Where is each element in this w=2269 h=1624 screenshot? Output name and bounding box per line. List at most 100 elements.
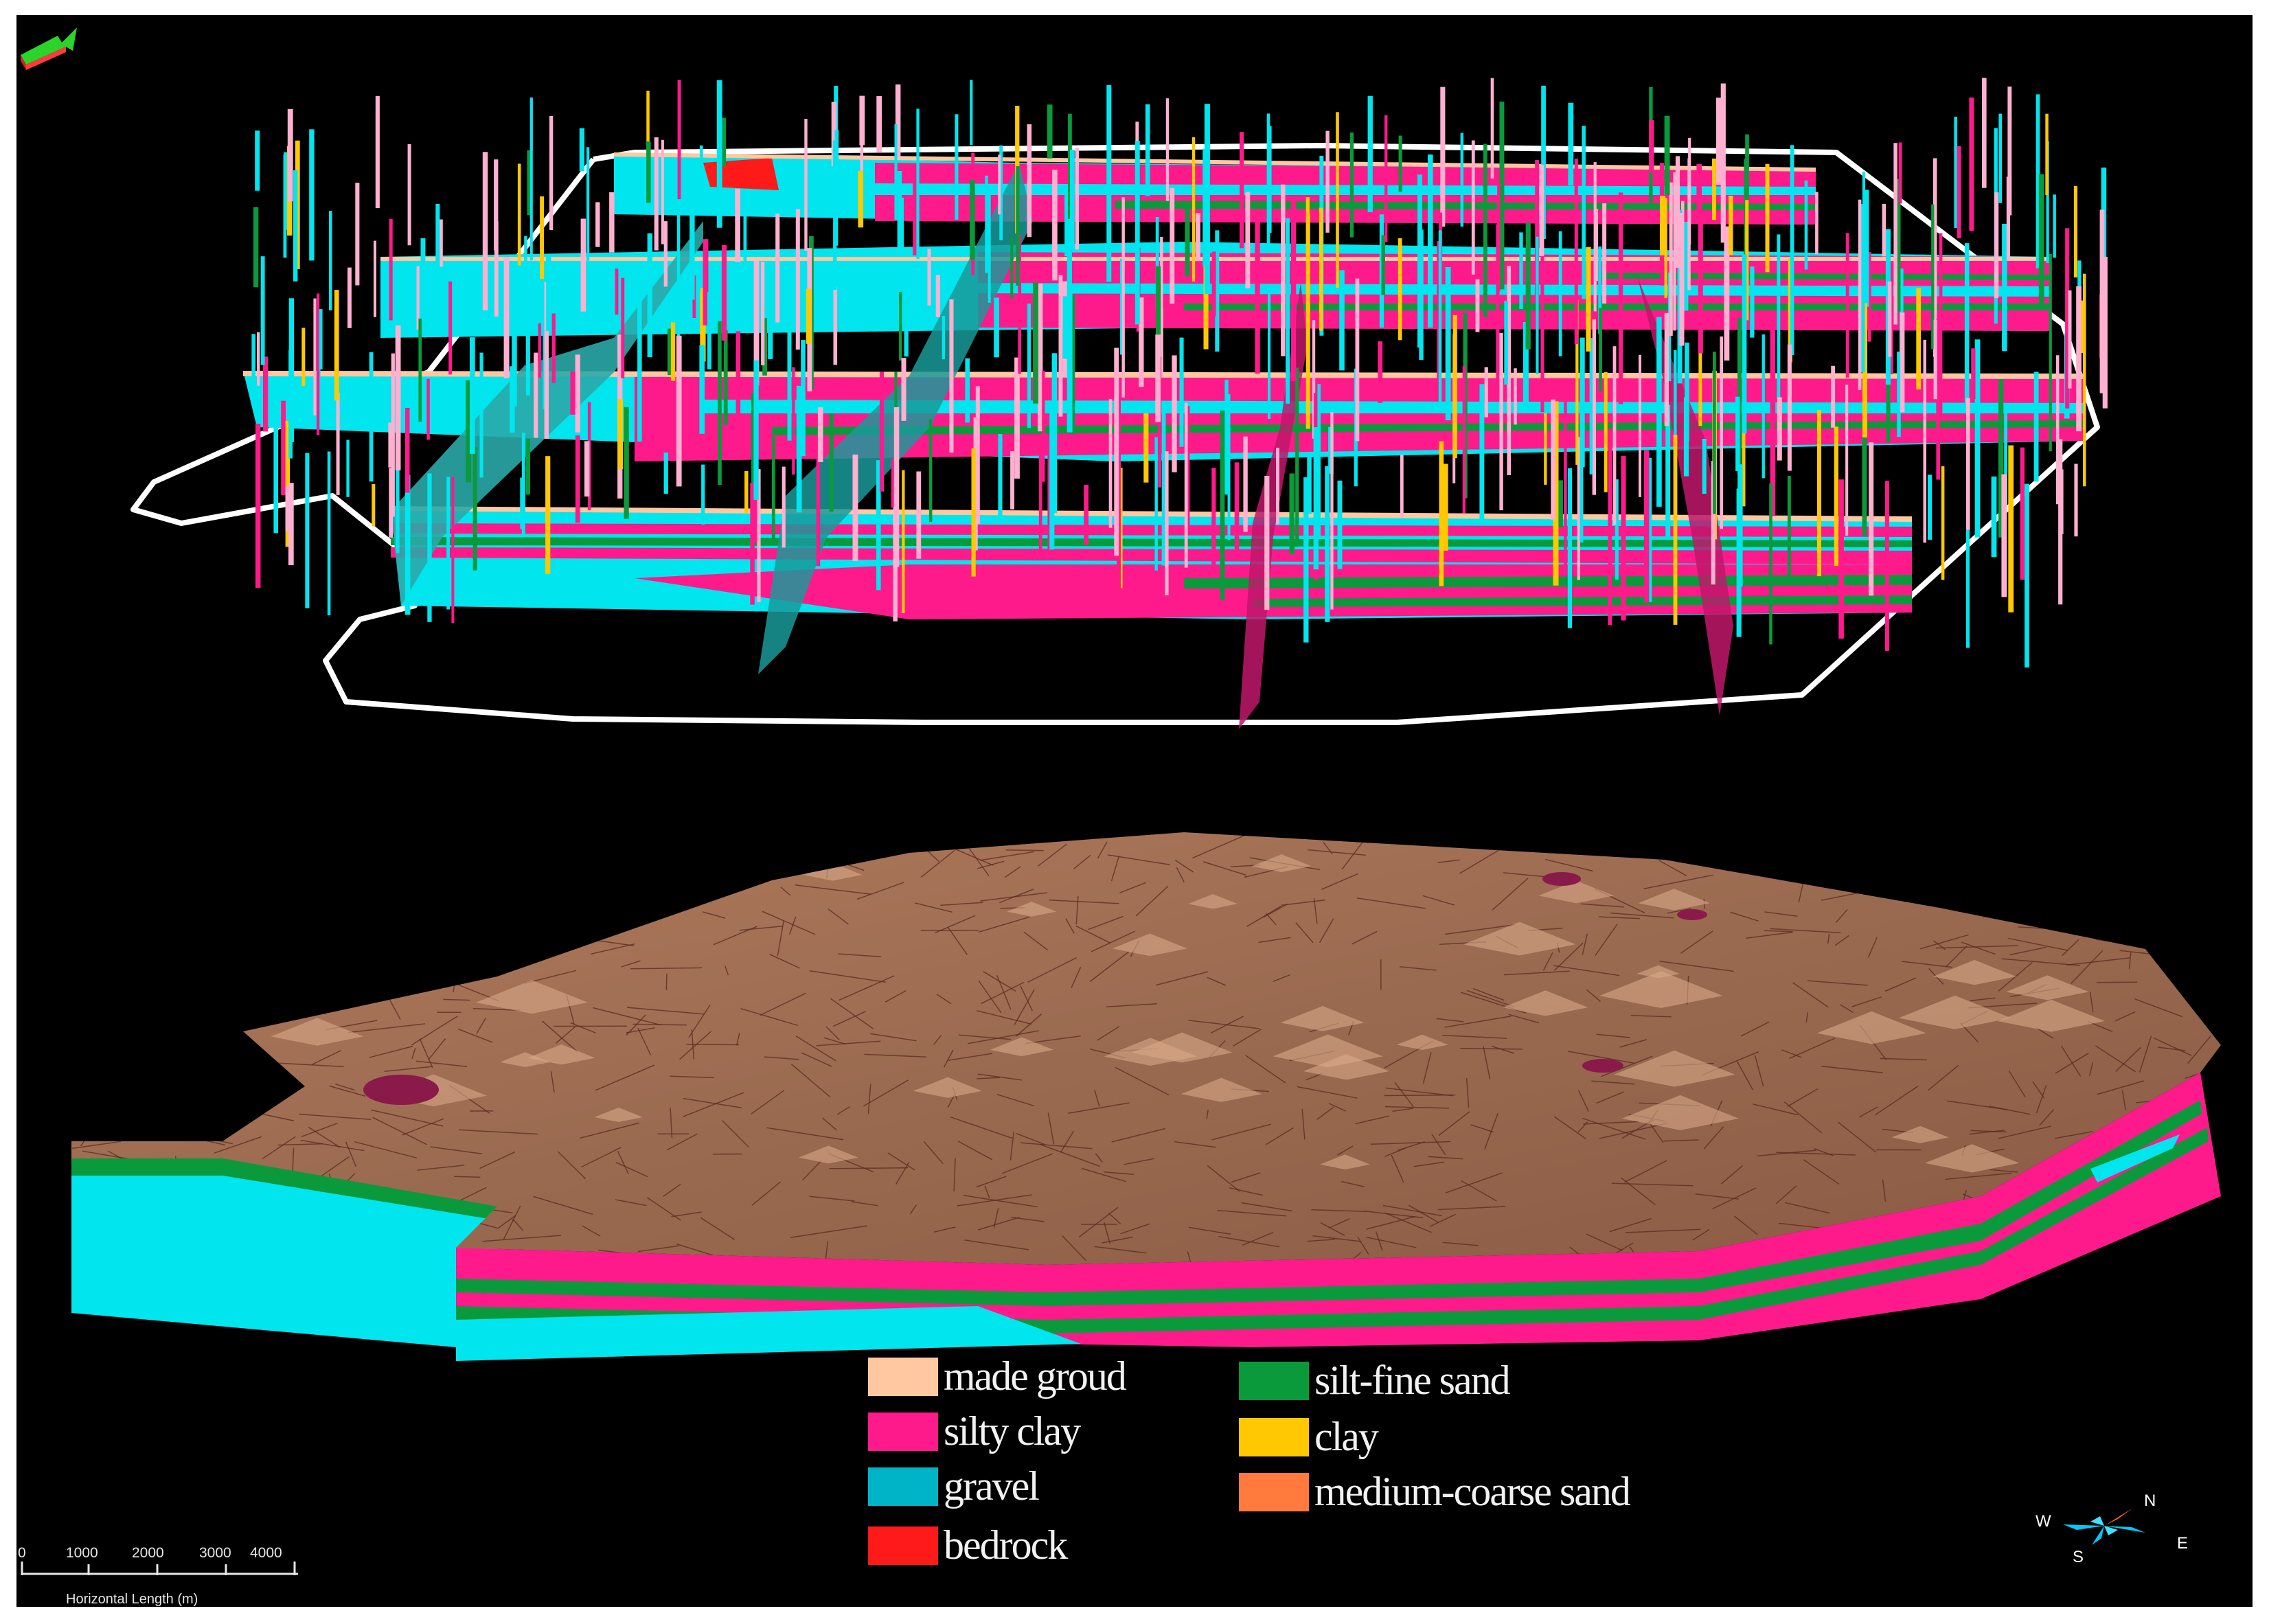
- mesh-edge: [2089, 992, 2094, 1012]
- mesh-edge: [247, 875, 285, 889]
- axis-arrow-icon[interactable]: [21, 27, 77, 70]
- terrain-hill: [1112, 933, 1188, 957]
- mesh-edge: [1065, 918, 1075, 934]
- mesh-edge: [2115, 1047, 2141, 1072]
- mesh-edge: [1643, 874, 1714, 890]
- terrain-hill: [500, 1052, 551, 1068]
- borehole-column: [479, 352, 483, 478]
- borehole-column: [1865, 190, 1869, 307]
- borehole-column: [1541, 85, 1546, 240]
- scale-bar-ruler: [21, 1562, 298, 1575]
- scale-bar: 0 1000 2000 3000 4000 Horizontal Length …: [16, 1533, 312, 1607]
- borehole-column: [1049, 402, 1055, 550]
- borehole-column: [1887, 282, 1892, 357]
- mesh-edge: [1321, 873, 1358, 890]
- mesh-edge: [1805, 1012, 1809, 1022]
- mesh-edge: [238, 894, 245, 906]
- borehole-column: [1665, 404, 1671, 538]
- mesh-edge: [979, 851, 1035, 861]
- mesh-edge: [1242, 1231, 1274, 1246]
- mesh-edge: [627, 1007, 705, 1015]
- mesh-edge: [479, 1151, 516, 1169]
- borehole-column: [1211, 251, 1216, 317]
- mesh-edge: [430, 939, 511, 948]
- borehole-column: [1761, 334, 1765, 479]
- mesh-edge: [1016, 1132, 1045, 1145]
- mesh-edge: [977, 1216, 1020, 1231]
- mesh-edge: [1010, 1131, 1014, 1160]
- borehole-column: [1998, 113, 2002, 203]
- borehole-column: [768, 264, 773, 359]
- mesh-edge: [828, 908, 849, 925]
- study-area-boundary: [130, 143, 2100, 725]
- mesh-edge: [82, 1057, 93, 1075]
- mesh-edge: [724, 965, 729, 976]
- borehole-column: [1736, 488, 1742, 637]
- mesh-edge: [1859, 1106, 1878, 1118]
- borehole-column: [1685, 342, 1689, 442]
- borehole-column: [416, 266, 420, 330]
- borehole-column: [1245, 192, 1251, 288]
- mesh-edge: [2097, 1253, 2167, 1265]
- borehole-column: [288, 483, 294, 566]
- mesh-edge: [823, 1037, 846, 1045]
- borehole-column: [753, 260, 760, 386]
- borehole-column: [1580, 370, 1584, 542]
- borehole-column: [1519, 232, 1523, 309]
- mesh-edge: [428, 1038, 446, 1060]
- mesh-edge: [1961, 941, 1996, 955]
- mesh-edge: [964, 1239, 1029, 1250]
- fence-diagram: [130, 78, 2108, 729]
- borehole-column: [2068, 290, 2072, 389]
- mesh-edge: [324, 835, 365, 854]
- mesh-edge: [667, 1133, 698, 1151]
- borehole-column: [510, 366, 515, 433]
- mesh-edge: [1038, 843, 1067, 867]
- mesh-edge: [1596, 1033, 1630, 1038]
- mesh-edge: [301, 1122, 338, 1138]
- borehole-column: [1621, 455, 1626, 621]
- mesh-edge: [87, 1111, 106, 1124]
- borehole-column: [313, 298, 317, 415]
- model-viewport[interactable]: made groud silty clay gravel bedrock sil…: [16, 15, 2253, 1607]
- mesh-edge: [2009, 946, 2046, 956]
- mesh-edge: [950, 1117, 1013, 1139]
- borehole-column: [260, 256, 265, 365]
- borehole-column: [2008, 445, 2014, 613]
- mesh-edge: [665, 973, 668, 991]
- terrain-hill: [594, 1107, 643, 1123]
- mesh-edge: [1882, 1179, 1886, 1202]
- mesh-edge: [1710, 847, 1772, 860]
- borehole-column: [876, 460, 881, 591]
- borehole-column: [985, 175, 988, 273]
- mesh-edge: [2219, 1072, 2221, 1093]
- borehole-column: [494, 221, 499, 317]
- mesh-edge: [1577, 1090, 1589, 1112]
- mesh-edge: [119, 895, 137, 904]
- mesh-edge: [958, 1034, 1012, 1040]
- borehole-column: [347, 267, 352, 328]
- borehole-column: [253, 207, 259, 288]
- mesh-edge: [1492, 878, 1529, 911]
- borehole-column: [549, 115, 554, 230]
- mesh-edge: [1391, 1154, 1404, 1183]
- borehole-column: [2002, 223, 2007, 352]
- borehole-column: [1599, 308, 1602, 392]
- borehole-column: [1882, 203, 1886, 257]
- legend-item-bedrock: bedrock: [868, 1522, 1068, 1569]
- borehole-column: [901, 358, 907, 421]
- mesh-edge: [2187, 1035, 2212, 1064]
- borehole-column: [1698, 347, 1702, 426]
- borehole-column: [942, 316, 945, 360]
- mesh-edge: [1040, 1143, 1101, 1167]
- mesh-edge: [183, 885, 242, 912]
- mesh-edge: [1202, 861, 1246, 876]
- borehole-column: [317, 293, 320, 435]
- borehole-column: [955, 114, 959, 220]
- mesh-edge: [1207, 1165, 1240, 1192]
- legend-swatch: [1239, 1472, 1309, 1511]
- borehole-column: [1936, 319, 1940, 480]
- borehole-column: [2053, 194, 2056, 258]
- mesh-edge: [1231, 1172, 1261, 1183]
- borehole-column: [1186, 406, 1190, 530]
